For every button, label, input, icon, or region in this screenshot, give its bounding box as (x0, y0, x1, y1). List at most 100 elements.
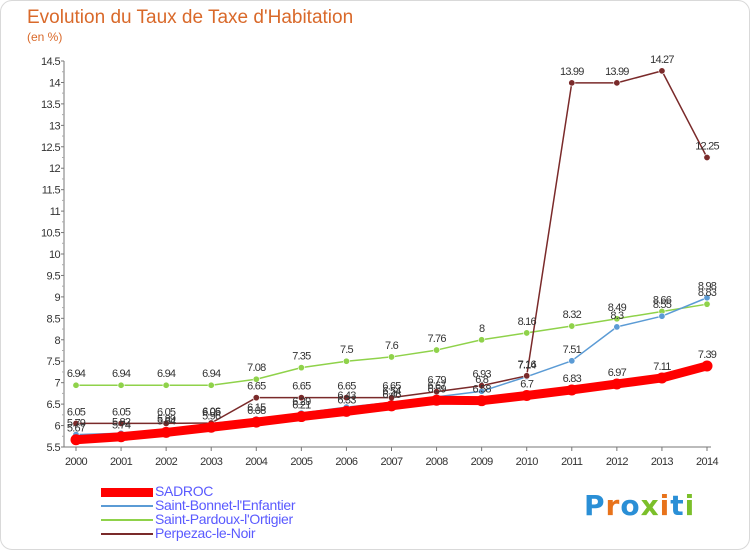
data-label: 6.33 (337, 394, 356, 406)
series-0 (70, 360, 713, 446)
axes: 5.5 6 6.5 7 7.5 8 8.5 9 9.5 10 10.5 11 11.5 12 12.5 13 1… (41, 56, 719, 468)
legend-swatch (101, 519, 153, 521)
data-point (433, 346, 441, 354)
data-label: 5.74 (112, 420, 131, 432)
data-point (658, 67, 666, 75)
data-label: 7.5 (340, 344, 354, 356)
data-label: 6.65 (292, 381, 311, 393)
y-tick-label: 7.5 (47, 356, 61, 368)
data-label: 8.83 (698, 287, 717, 299)
data-point (703, 294, 711, 302)
logo-letter: P (584, 489, 606, 522)
x-tick-label: 2011 (561, 456, 583, 468)
data-label: 6.94 (67, 368, 86, 380)
data-label: 6.65 (247, 381, 266, 393)
y-unit-label: (en %) (27, 30, 63, 44)
data-label: 5.96 (202, 410, 221, 422)
x-tick-label: 2004 (245, 456, 268, 468)
legend-swatch (101, 533, 153, 535)
data-label: 6.05 (112, 406, 131, 418)
data-label: 7.76 (427, 333, 446, 345)
data-point (70, 434, 82, 446)
data-label: 7.14 (518, 360, 537, 372)
x-tick-label: 2000 (65, 456, 88, 468)
y-tick-label: 10.5 (41, 228, 60, 240)
data-label: 5.89 (157, 413, 176, 425)
y-tick-label: 7 (54, 378, 60, 390)
data-label: 12.25 (695, 141, 719, 153)
data-point (478, 382, 486, 390)
logo-letter: i (659, 489, 671, 522)
data-label: 6.65 (382, 381, 401, 393)
y-tick-label: 12.5 (41, 142, 60, 154)
data-point (703, 154, 711, 162)
x-tick-label: 2010 (516, 456, 539, 468)
series-2 (72, 300, 711, 389)
data-point (297, 364, 305, 372)
data-point (295, 411, 307, 423)
legend-swatch (101, 487, 153, 497)
data-point (162, 419, 170, 427)
data-point (476, 395, 488, 407)
y-tick-label: 9.5 (47, 270, 61, 282)
data-label: 5.79 (67, 418, 86, 430)
data-point (117, 381, 125, 389)
data-label: 8.16 (518, 316, 537, 328)
data-label: 7.11 (653, 361, 671, 373)
data-point (568, 322, 576, 330)
data-point (205, 421, 217, 433)
x-tick-label: 2005 (290, 456, 313, 468)
series-3 (72, 67, 711, 427)
y-tick-label: 11 (50, 206, 61, 218)
data-point (252, 394, 260, 402)
data-point (72, 419, 80, 427)
data-label: 14.27 (650, 54, 674, 66)
data-label: 6.93 (473, 369, 492, 381)
data-labels: 6.94 6.94 6.94 6.94 7.08 7.35 7.5 7.6 7.76 8 8.16 8… (67, 54, 720, 435)
logo-letter: r (605, 489, 621, 522)
data-label: 8.55 (653, 299, 672, 311)
data-point (162, 381, 170, 389)
data-label: 6.97 (608, 367, 627, 379)
data-label: 8.49 (608, 302, 627, 314)
data-point (568, 357, 576, 365)
data-point (613, 79, 621, 87)
x-tick-label: 2012 (606, 456, 629, 468)
logo-letter: t (670, 489, 685, 522)
y-tick-label: 9 (54, 292, 60, 304)
x-tick-label: 2007 (380, 456, 403, 468)
y-tick-label: 5.5 (47, 442, 61, 454)
y-tick-label: 10 (49, 249, 61, 261)
data-label: 6.29 (292, 396, 311, 408)
data-label: 6.05 (67, 406, 86, 418)
data-label: 6.43 (337, 390, 356, 402)
data-point (115, 431, 127, 443)
y-tick-label: 14 (49, 77, 61, 89)
data-label: 6.06 (202, 406, 221, 418)
data-label: 6.05 (202, 406, 221, 418)
data-label: 13.99 (605, 66, 629, 78)
y-tick-label: 6.5 (47, 399, 61, 411)
data-label: 6.08 (247, 405, 266, 417)
data-label: 13.99 (560, 66, 584, 78)
data-point (160, 426, 172, 438)
data-point (658, 312, 666, 320)
data-point (387, 353, 395, 361)
legend-label: Saint-Pardoux-l'Ortigier (155, 511, 293, 527)
legend-label: SADROC (155, 483, 214, 499)
data-point (523, 372, 531, 380)
data-point (386, 400, 397, 412)
x-tick-label: 2008 (426, 456, 449, 468)
x-tick-label: 2014 (696, 456, 719, 468)
data-label: 6.8 (475, 374, 489, 386)
data-label: 7.08 (247, 362, 266, 374)
legend-swatch (101, 505, 153, 507)
data-point (521, 390, 533, 402)
data-label: 7.51 (563, 344, 582, 356)
y-tick-label: 14.5 (41, 56, 60, 68)
data-point (611, 378, 623, 390)
data-point (117, 419, 125, 427)
data-point (656, 372, 668, 384)
data-point (431, 394, 443, 406)
